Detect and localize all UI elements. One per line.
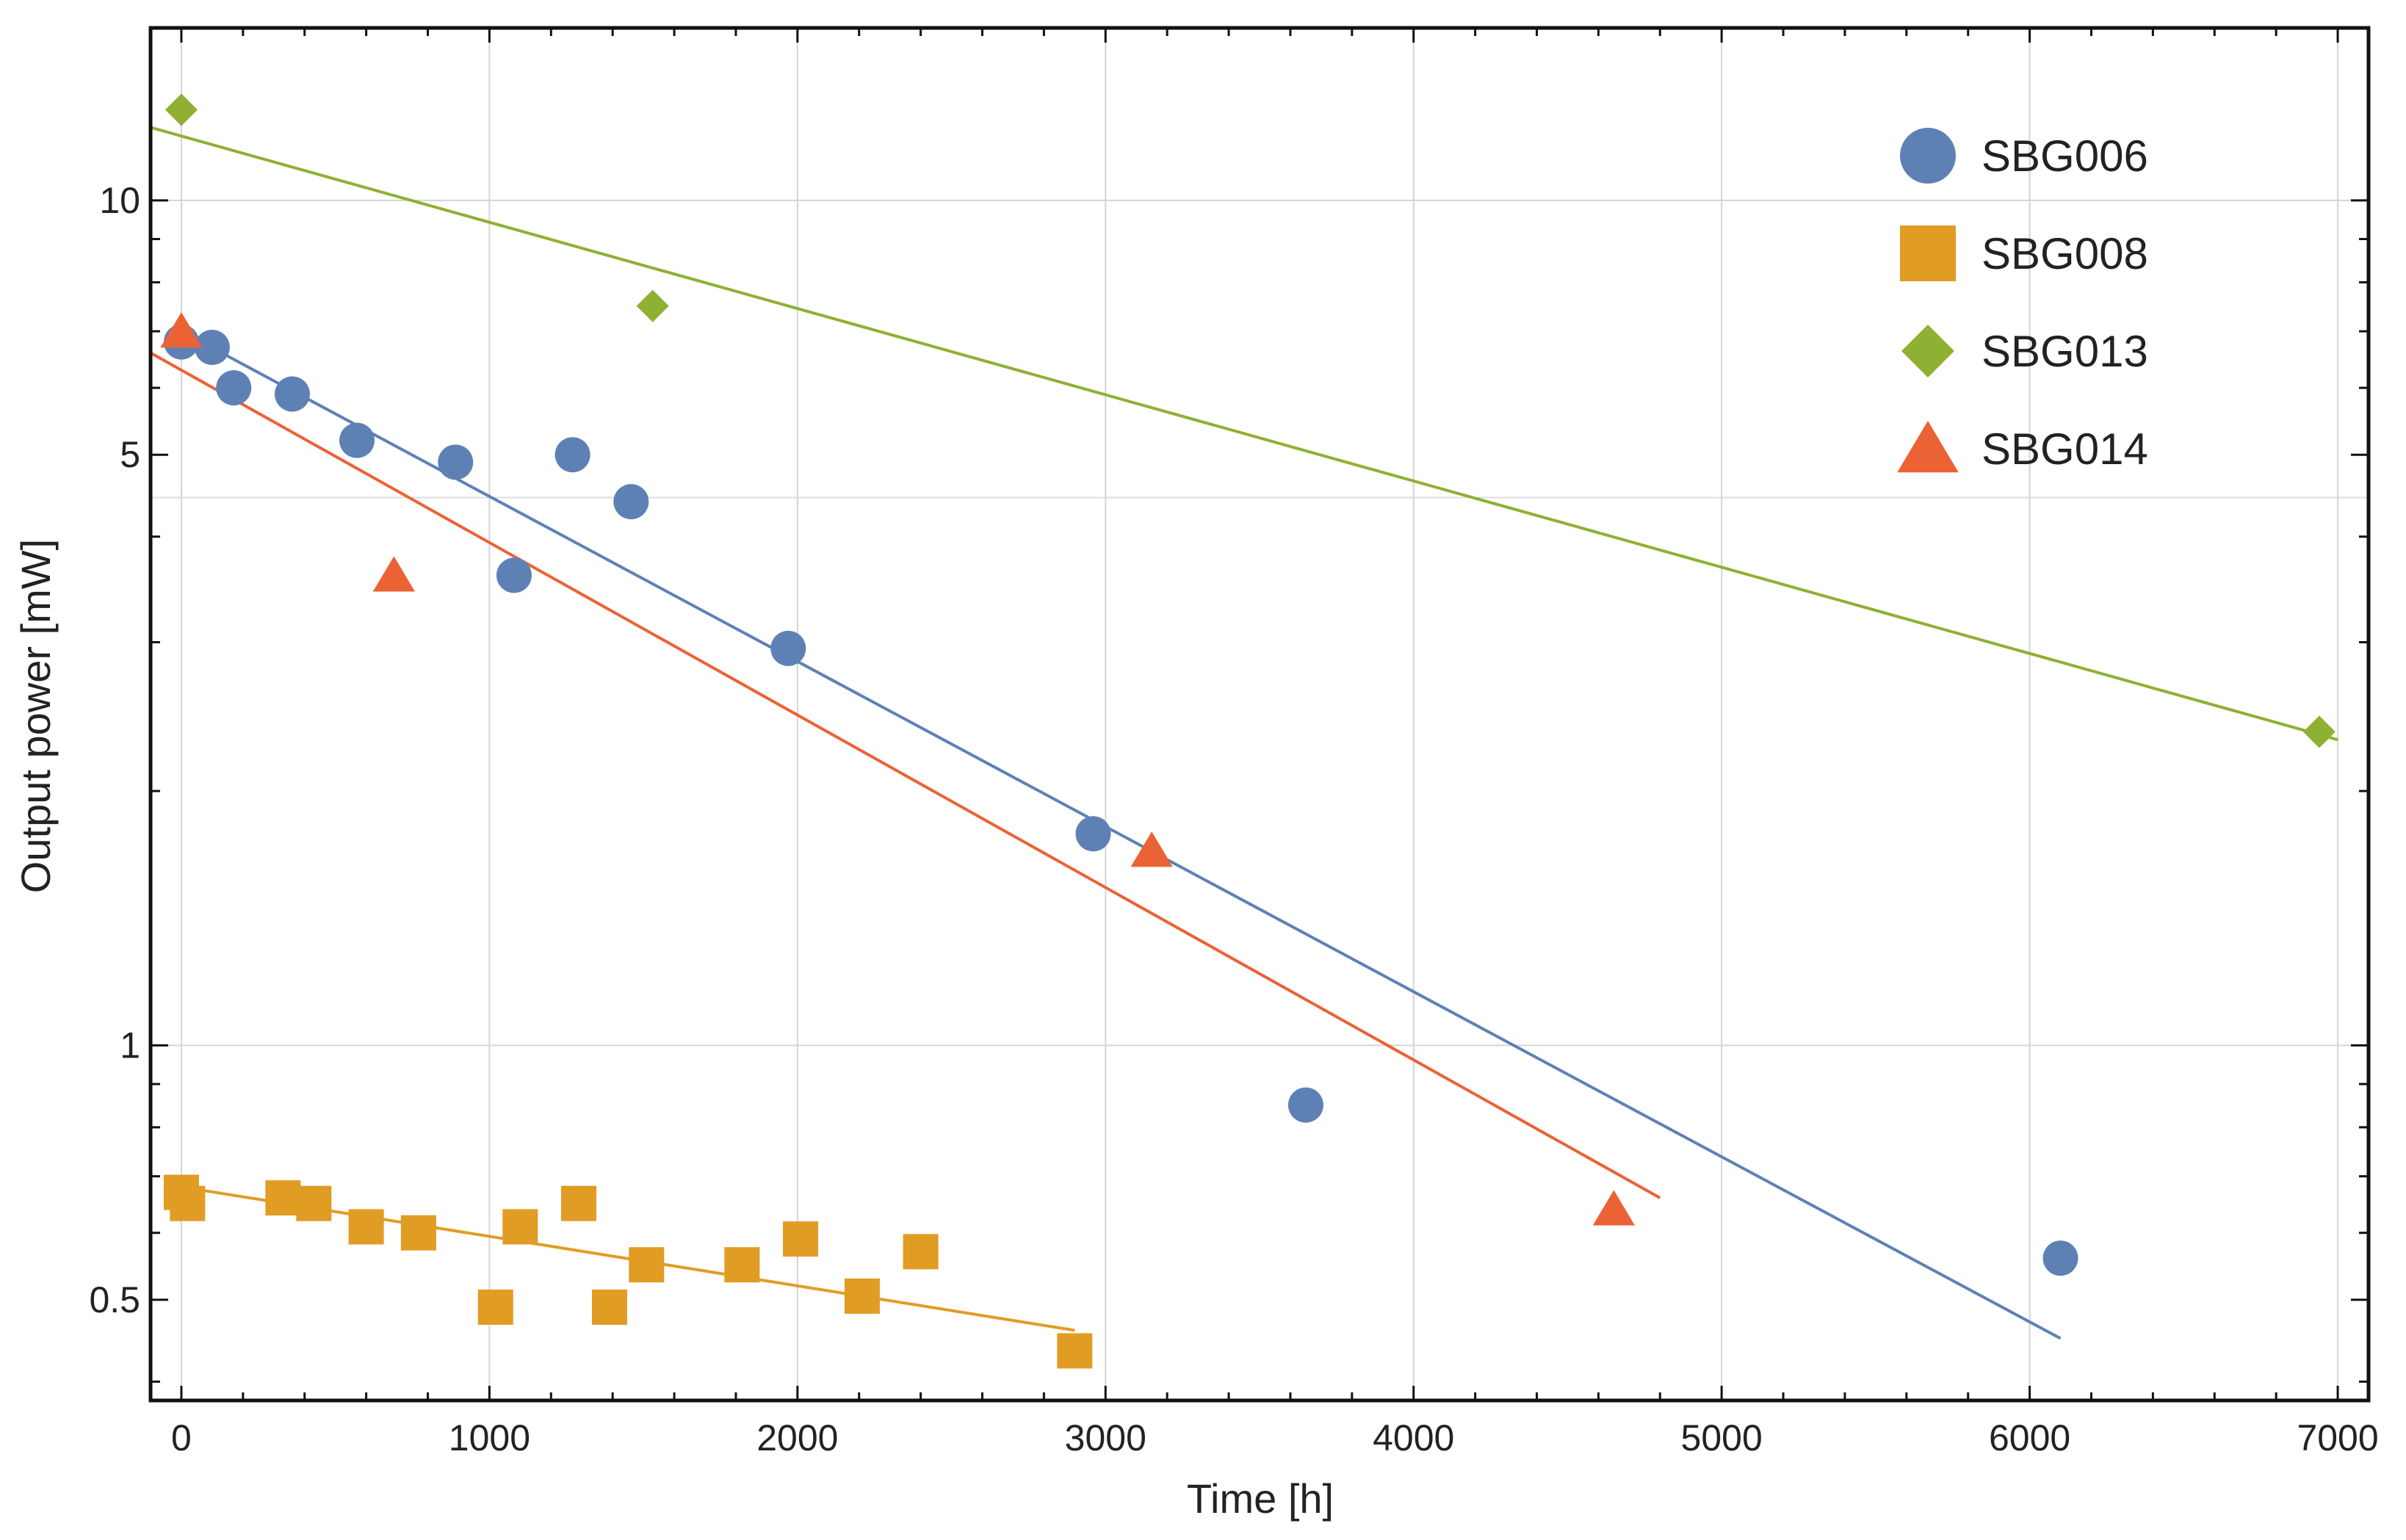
- plot-border: [148, 26, 2371, 1403]
- data-point-sbg006: [496, 557, 532, 593]
- data-point-sbg006: [554, 437, 590, 473]
- data-point-sbg008: [1057, 1333, 1093, 1369]
- data-point-sbg006: [274, 376, 310, 412]
- data-point-sbg008: [348, 1209, 384, 1245]
- data-point-sbg014: [1592, 1190, 1635, 1226]
- data-point-sbg008: [502, 1209, 538, 1245]
- legend-label: SBG013: [1981, 327, 2148, 376]
- legend-marker-sbg013: [1901, 325, 1954, 377]
- legend-label: SBG014: [1981, 424, 2148, 474]
- data-point-sbg006: [216, 370, 252, 406]
- legend-marker-sbg006: [1900, 128, 1956, 184]
- data-point-sbg008: [170, 1185, 206, 1221]
- data-point-sbg008: [724, 1247, 760, 1283]
- x-tick-label: 2000: [756, 1417, 838, 1458]
- x-tick-label: 5000: [1681, 1417, 1763, 1458]
- data-point-sbg014: [372, 556, 415, 592]
- data-point-sbg006: [438, 444, 474, 480]
- plot-frame: 0 1000 2000 3000 4000 5000 6000 7000 0.5 1 5 10: [89, 26, 2379, 1458]
- x-tick-label: 4000: [1373, 1417, 1454, 1458]
- data-point-sbg013: [165, 93, 198, 126]
- x-tick-label: 3000: [1065, 1417, 1146, 1458]
- data-point-sbg008: [844, 1278, 880, 1314]
- legend-marker-sbg014: [1897, 421, 1959, 473]
- fit-lines: [150, 126, 2338, 1340]
- data-point-sbg014: [1130, 831, 1173, 867]
- legend-label: SBG006: [1981, 131, 2148, 181]
- data-point-sbg014: [160, 312, 203, 348]
- x-tick-label: 7000: [2297, 1417, 2378, 1458]
- x-tick-label: 0: [171, 1417, 192, 1458]
- data-point-sbg006: [613, 484, 649, 520]
- legend-label: SBG008: [1981, 229, 2148, 278]
- data-point-sbg006: [339, 422, 375, 458]
- x-axis-label: Time [h]: [1187, 1475, 1334, 1522]
- data-points: [160, 93, 2335, 1369]
- fit-line-sbg006: [180, 330, 2062, 1340]
- y-tick-label: 1: [120, 1024, 140, 1066]
- fit-line-sbg014: [150, 351, 1661, 1199]
- data-point-sbg008: [400, 1215, 436, 1251]
- x-tick-label: 6000: [1989, 1417, 2070, 1458]
- data-point-sbg008: [296, 1185, 332, 1221]
- x-tick-label: 1000: [449, 1417, 530, 1458]
- y-axis-label: Output power [mW]: [12, 539, 59, 893]
- data-point-sbg008: [903, 1234, 939, 1270]
- data-point-sbg013: [636, 289, 669, 322]
- y-tick-label: 5: [120, 434, 140, 475]
- data-point-sbg006: [1287, 1087, 1323, 1123]
- legend: SBG006 SBG008 SBG013 SBG014: [1897, 128, 2148, 474]
- data-point-sbg008: [629, 1247, 665, 1283]
- data-point-sbg006: [1075, 816, 1111, 852]
- data-point-sbg006: [194, 329, 230, 365]
- legend-marker-sbg008: [1900, 225, 1956, 281]
- data-point-sbg013: [2302, 715, 2335, 748]
- data-point-sbg008: [477, 1289, 513, 1325]
- data-point-sbg006: [2042, 1240, 2078, 1276]
- fit-line-sbg013: [150, 126, 2338, 742]
- data-point-sbg008: [265, 1180, 301, 1216]
- y-tick-label: 10: [99, 180, 140, 221]
- data-point-sbg008: [783, 1221, 819, 1257]
- data-point-sbg008: [561, 1185, 597, 1221]
- data-point-sbg006: [770, 630, 806, 666]
- data-point-sbg008: [591, 1289, 627, 1325]
- y-tick-label: 0.5: [89, 1279, 140, 1320]
